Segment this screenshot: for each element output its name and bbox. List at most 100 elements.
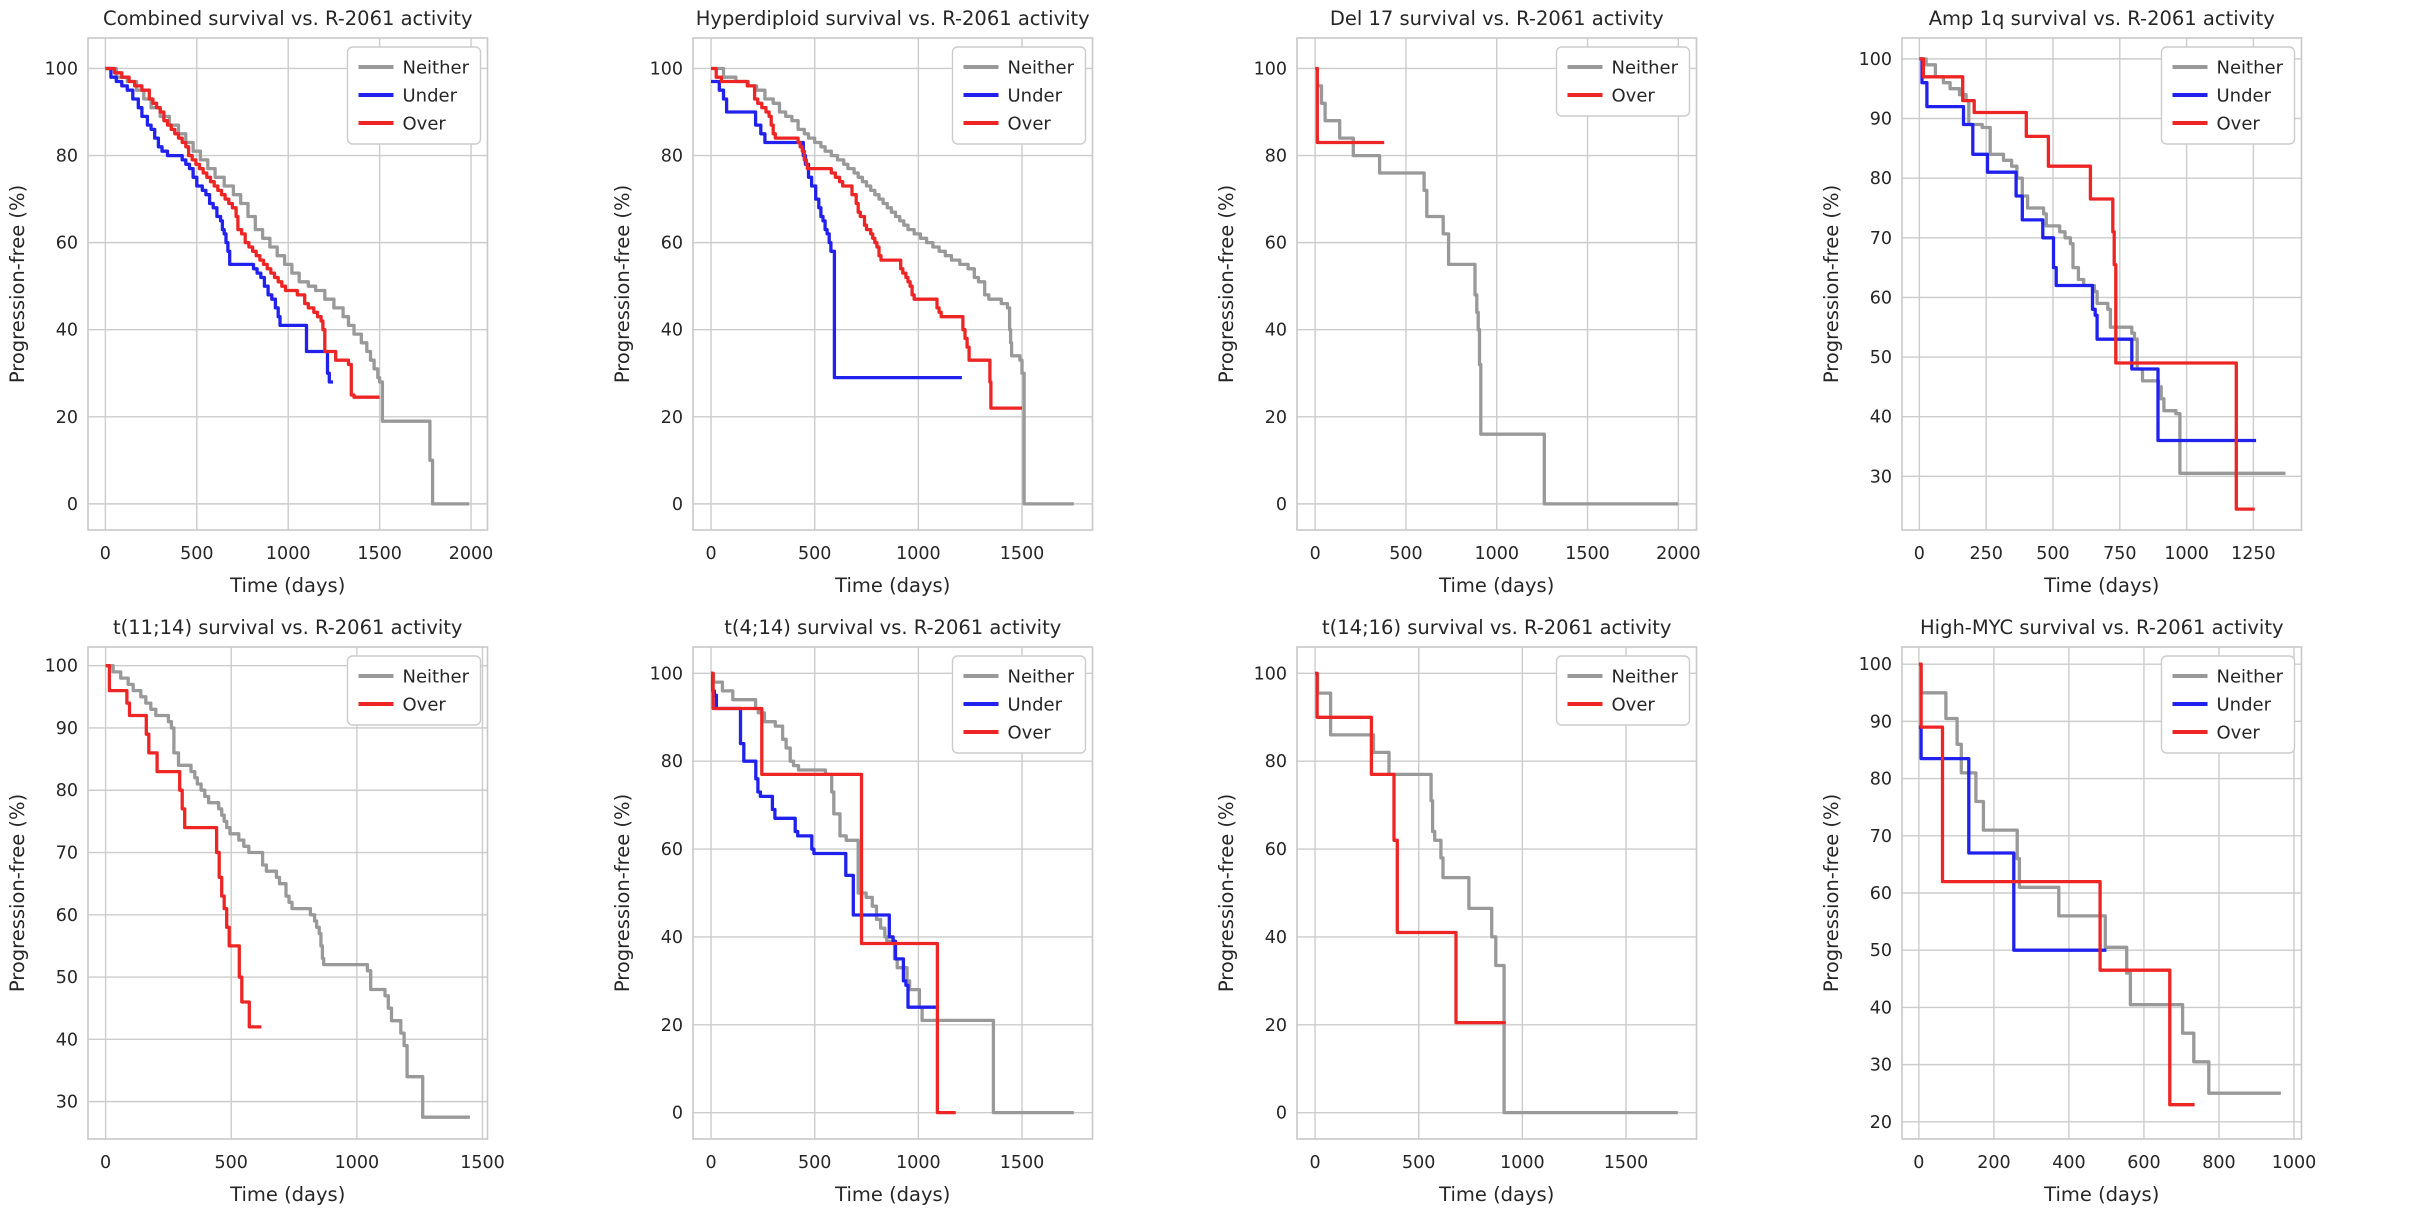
y-tick-label: 70 xyxy=(1869,229,1891,249)
chart-title: Amp 1q survival vs. R-2061 activity xyxy=(1928,7,2274,30)
x-tick-label: 1500 xyxy=(460,1153,505,1173)
legend-label-under: Under xyxy=(2216,86,2271,107)
x-tick-label: 1000 xyxy=(2164,544,2209,564)
plot-border xyxy=(1900,37,2302,531)
x-tick-label: 500 xyxy=(1389,544,1422,564)
x-tick-label: 0 xyxy=(705,1153,716,1173)
y-axis-label: Progression-free (%) xyxy=(1215,794,1238,992)
y-tick-label: 100 xyxy=(45,59,78,79)
legend: Neither Over xyxy=(346,655,482,726)
chart-canvas: t(14;16) survival vs. R-2061 activity 0 50… xyxy=(1215,616,1698,1206)
y-tick-label: 30 xyxy=(56,1093,78,1113)
y-tick-label: 40 xyxy=(1869,408,1891,428)
x-tick-label: 1500 xyxy=(357,544,402,564)
y-tick-label: 60 xyxy=(56,234,78,254)
x-axis-label: Time (days) xyxy=(1438,574,1554,597)
y-axis-label: Progression-free (%) xyxy=(611,185,634,383)
y-tick-label: 40 xyxy=(1265,928,1287,948)
y-tick-label: 70 xyxy=(1869,827,1891,847)
x-tick-label: 200 xyxy=(1977,1153,2010,1173)
series-line-over xyxy=(1918,662,2195,1107)
series-line-neither xyxy=(105,664,470,1119)
y-tick-label: 40 xyxy=(1265,321,1287,341)
x-tick-label: 1000 xyxy=(1500,1153,1545,1173)
y-tick-label: 100 xyxy=(649,59,682,79)
legend: Neither Under Over xyxy=(346,46,482,145)
x-tick-label: 1000 xyxy=(2271,1153,2316,1173)
x-tick-label: 1500 xyxy=(1604,1153,1649,1173)
y-tick-label: 100 xyxy=(1254,59,1287,79)
series-line-over xyxy=(105,66,380,399)
series-line-under xyxy=(710,671,939,1009)
y-tick-label: 80 xyxy=(56,147,78,167)
y-tick-label: 0 xyxy=(1276,1104,1287,1124)
plot-border xyxy=(691,37,1093,531)
plot-border xyxy=(691,646,1093,1140)
y-tick-label: 90 xyxy=(1869,110,1891,130)
x-tick-label: 400 xyxy=(2052,1153,2085,1173)
x-tick-label: 500 xyxy=(180,544,213,564)
y-tick-label: 40 xyxy=(1869,998,1891,1018)
legend-label-under: Under xyxy=(1007,695,1062,716)
y-tick-label: 40 xyxy=(660,321,682,341)
legend-label-under: Under xyxy=(403,86,458,107)
y-tick-label: 60 xyxy=(1869,884,1891,904)
y-tick-label: 40 xyxy=(660,928,682,948)
y-tick-label: 20 xyxy=(660,1016,682,1036)
y-tick-label: 80 xyxy=(1265,752,1287,772)
y-tick-label: 60 xyxy=(56,906,78,926)
x-tick-label: 800 xyxy=(2202,1153,2235,1173)
y-tick-label: 70 xyxy=(56,844,78,864)
y-tick-label: 20 xyxy=(660,408,682,428)
y-tick-label: 20 xyxy=(1265,1016,1287,1036)
y-tick-label: 100 xyxy=(1254,664,1287,684)
y-axis-label: Progression-free (%) xyxy=(1820,794,1843,992)
legend-label-over: Over xyxy=(403,695,447,716)
legend-label-over: Over xyxy=(1007,723,1051,744)
x-tick-label: 500 xyxy=(797,1153,830,1173)
x-tick-label: 1500 xyxy=(999,1153,1044,1173)
x-tick-label: 1000 xyxy=(896,544,941,564)
x-tick-label: 1500 xyxy=(1565,544,1610,564)
legend-label-neither: Neither xyxy=(1007,58,1074,79)
series-line-neither xyxy=(105,66,470,506)
subplot-2: Hyperdiploid survival vs. R-2061 activit… xyxy=(604,0,1209,609)
chart-title: Del 17 survival vs. R-2061 activity xyxy=(1330,7,1664,30)
subplot-8: High-MYC survival vs. R-2061 activity 0 20… xyxy=(1813,609,2418,1218)
legend: Neither Under Over xyxy=(2160,655,2295,754)
y-tick-label: 0 xyxy=(1276,495,1287,515)
y-tick-label: 90 xyxy=(1869,712,1891,732)
y-tick-label: 60 xyxy=(660,840,682,860)
x-tick-label: 500 xyxy=(2036,544,2069,564)
legend-label-neither: Neither xyxy=(403,58,470,79)
y-tick-label: 20 xyxy=(1265,408,1287,428)
x-tick-label: 2000 xyxy=(449,544,494,564)
chart-canvas: Amp 1q survival vs. R-2061 activity 0 250 5… xyxy=(1820,7,2302,597)
x-tick-label: 750 xyxy=(2103,544,2136,564)
legend-label-over: Over xyxy=(2216,723,2260,744)
x-axis-label: Time (days) xyxy=(2043,1183,2159,1206)
plot-border xyxy=(1296,37,1698,531)
x-tick-label: 1000 xyxy=(896,1153,941,1173)
subplot-3: Del 17 survival vs. R-2061 activity 0 500 1… xyxy=(1209,0,1814,609)
series-line-neither xyxy=(710,671,1074,1115)
x-tick-label: 1000 xyxy=(335,1153,380,1173)
y-axis-label: Progression-free (%) xyxy=(1215,185,1238,383)
x-axis-label: Time (days) xyxy=(229,574,345,597)
subplot-6: t(4;14) survival vs. R-2061 activity 0 500… xyxy=(604,609,1209,1218)
legend-box xyxy=(2160,655,2295,754)
x-tick-label: 1250 xyxy=(2231,544,2276,564)
x-tick-label: 500 xyxy=(215,1153,248,1173)
x-axis-label: Time (days) xyxy=(1438,1183,1554,1206)
x-tick-label: 0 xyxy=(1310,544,1321,564)
plot-border xyxy=(87,37,489,531)
legend-box xyxy=(346,46,482,145)
series-line-over xyxy=(710,66,1022,410)
y-axis-label: Progression-free (%) xyxy=(611,794,634,992)
x-axis-label: Time (days) xyxy=(834,574,950,597)
series-line-under xyxy=(1918,725,2106,952)
x-tick-label: 0 xyxy=(1309,1153,1320,1173)
y-tick-label: 100 xyxy=(1858,655,1891,675)
y-tick-label: 60 xyxy=(1265,234,1287,254)
x-tick-label: 1000 xyxy=(1474,544,1519,564)
